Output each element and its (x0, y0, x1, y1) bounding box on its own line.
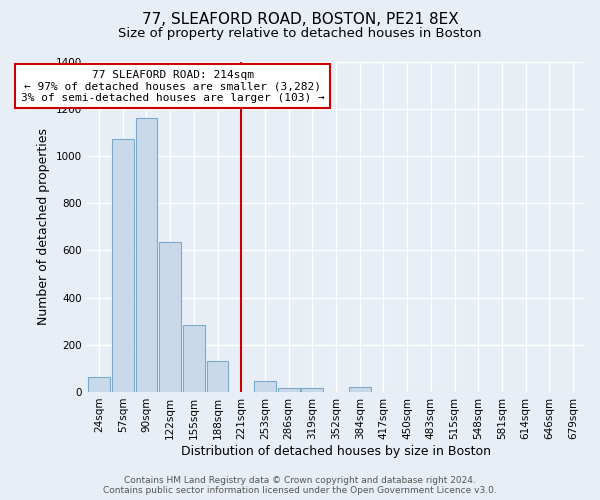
Text: 77, SLEAFORD ROAD, BOSTON, PE21 8EX: 77, SLEAFORD ROAD, BOSTON, PE21 8EX (142, 12, 458, 28)
Bar (301, 388, 323, 392)
Bar (278, 388, 299, 392)
Bar (136, 118, 157, 392)
Bar (349, 387, 371, 392)
X-axis label: Distribution of detached houses by size in Boston: Distribution of detached houses by size … (181, 444, 491, 458)
Bar (254, 381, 276, 392)
Text: Contains HM Land Registry data © Crown copyright and database right 2024.
Contai: Contains HM Land Registry data © Crown c… (103, 476, 497, 495)
Bar (112, 140, 134, 392)
Bar (159, 242, 181, 392)
Bar (206, 362, 229, 392)
Text: 77 SLEAFORD ROAD: 214sqm
← 97% of detached houses are smaller (3,282)
3% of semi: 77 SLEAFORD ROAD: 214sqm ← 97% of detach… (20, 70, 325, 103)
Bar (88, 376, 110, 392)
Bar (183, 324, 205, 392)
Text: Size of property relative to detached houses in Boston: Size of property relative to detached ho… (118, 28, 482, 40)
Y-axis label: Number of detached properties: Number of detached properties (37, 128, 50, 325)
